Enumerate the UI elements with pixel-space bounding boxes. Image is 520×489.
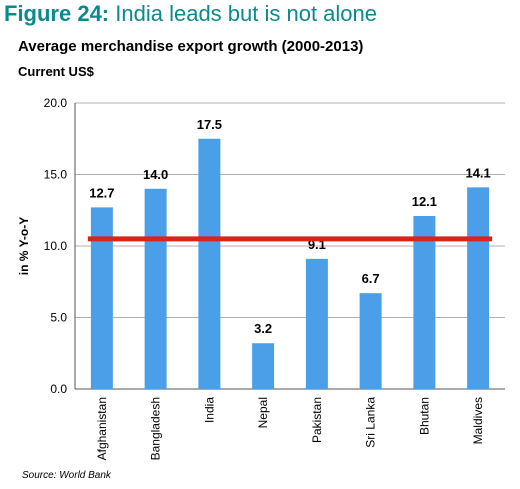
- data-label: 12.1: [412, 194, 437, 209]
- chart-subtitle: Current US$: [18, 64, 94, 79]
- bar: [305, 258, 328, 389]
- data-label: 12.7: [89, 185, 114, 200]
- chart-title: Average merchandise export growth (2000-…: [18, 38, 364, 55]
- figure-title: Figure 24: India leads but is not alone: [4, 1, 377, 27]
- category-label: Bangladesh: [149, 397, 163, 460]
- data-label: 17.5: [197, 117, 222, 132]
- figure-heading: India leads but is not alone: [115, 1, 378, 26]
- figure-label: Figure 24:: [4, 1, 110, 26]
- category-label: Afghanistan: [95, 397, 109, 460]
- data-label: 6.7: [362, 271, 380, 286]
- bar: [359, 293, 382, 389]
- bar: [198, 138, 221, 389]
- category-label: Sri Lanka: [364, 397, 378, 448]
- y-tick-label: 15.0: [44, 168, 68, 182]
- category-label: Bhutan: [417, 397, 431, 435]
- data-label: 14.1: [465, 165, 490, 180]
- data-label: 14.0: [143, 167, 168, 182]
- y-tick-label: 20.0: [44, 96, 68, 110]
- data-label: 3.2: [254, 321, 272, 336]
- category-label: Nepal: [256, 397, 270, 428]
- source-note: Source: World Bank: [22, 470, 111, 481]
- bar: [252, 343, 275, 389]
- y-axis-label: in % Y-o-Y: [17, 217, 31, 275]
- bar: [413, 215, 436, 389]
- y-tick-label: 5.0: [50, 311, 67, 325]
- category-label: India: [202, 397, 216, 423]
- category-label: Maldives: [471, 397, 485, 444]
- y-tick-label: 0.0: [50, 382, 67, 396]
- bar: [144, 188, 167, 389]
- bar: [467, 187, 490, 389]
- y-tick-label: 10.0: [44, 239, 68, 253]
- category-label: Pakistan: [310, 397, 324, 443]
- bar: [90, 207, 113, 389]
